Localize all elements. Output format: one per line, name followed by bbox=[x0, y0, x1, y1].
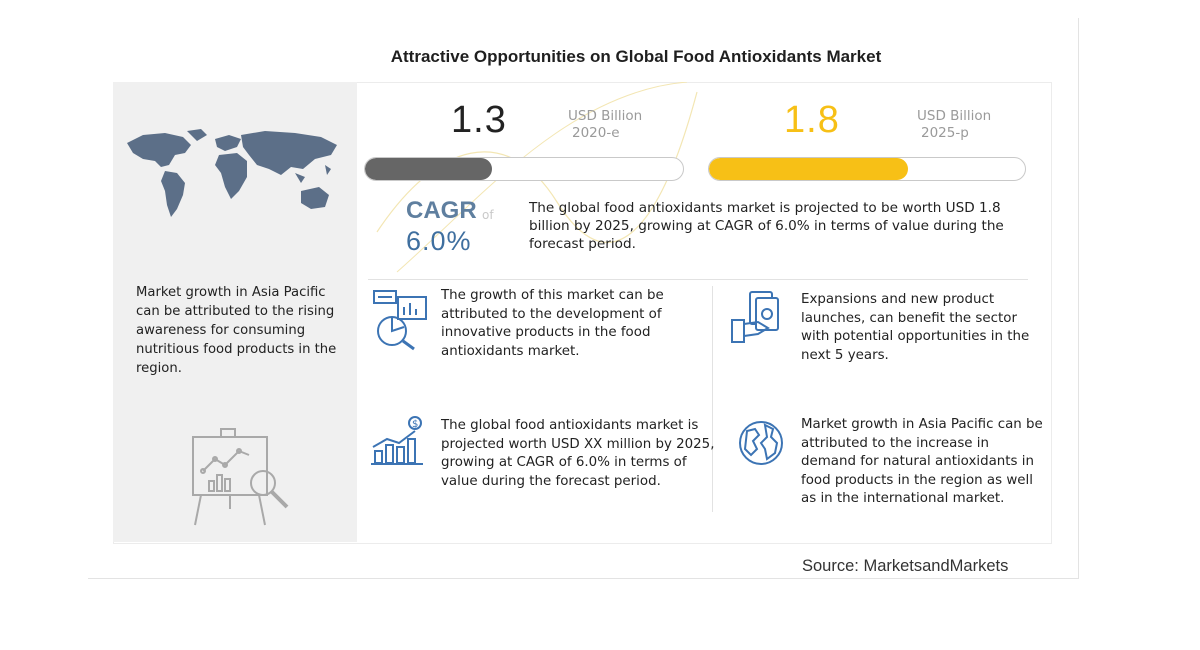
vertical-divider bbox=[712, 286, 713, 512]
metric-2020-period: 2020-e bbox=[572, 125, 620, 141]
fact-innovation-text: The growth of this market can be attribu… bbox=[441, 288, 664, 359]
fact-asia-pacific-text: Market growth in Asia Pacific can be att… bbox=[801, 417, 1043, 506]
metric-2020-bar-fill bbox=[365, 158, 493, 180]
fact-market-projection-text: The global food antioxidants market is p… bbox=[441, 418, 715, 489]
left-panel-text: Market growth in Asia Pacific can be att… bbox=[136, 285, 337, 376]
cagr-of-label: of bbox=[482, 208, 494, 222]
infographic-title: Attractive Opportunities on Global Food … bbox=[390, 47, 882, 66]
cagr-value: 6.0% bbox=[406, 226, 472, 256]
world-map-icon bbox=[127, 129, 337, 217]
source-credit: Source: MarketsandMarkets bbox=[802, 557, 1009, 575]
figure-frame bbox=[88, 18, 1079, 579]
globe-icon bbox=[739, 421, 783, 465]
presentation-board-icon bbox=[192, 428, 289, 526]
metric-2025-bar-fill bbox=[709, 158, 909, 180]
metric-2020-value: 1.3 bbox=[451, 99, 507, 141]
metric-2025-bar bbox=[708, 157, 1026, 181]
svg-text:$: $ bbox=[412, 419, 418, 430]
report-chart-icon bbox=[373, 290, 427, 351]
metric-2025-period: 2025-p bbox=[921, 125, 969, 141]
fact-expansions-text: Expansions and new product launches, can… bbox=[801, 292, 1030, 363]
hand-money-icon bbox=[731, 291, 779, 343]
cagr-description: The global food antioxidants market is p… bbox=[529, 200, 1004, 252]
metric-2025-value: 1.8 bbox=[784, 99, 840, 141]
metric-2025-unit: USD Billion bbox=[917, 108, 992, 124]
cagr-label: CAGR bbox=[406, 197, 477, 224]
metric-2020-unit: USD Billion bbox=[568, 108, 643, 124]
metric-2020-bar bbox=[364, 157, 684, 181]
horizontal-divider bbox=[368, 279, 1028, 280]
growth-bars-dollar-icon: $ bbox=[371, 416, 423, 465]
